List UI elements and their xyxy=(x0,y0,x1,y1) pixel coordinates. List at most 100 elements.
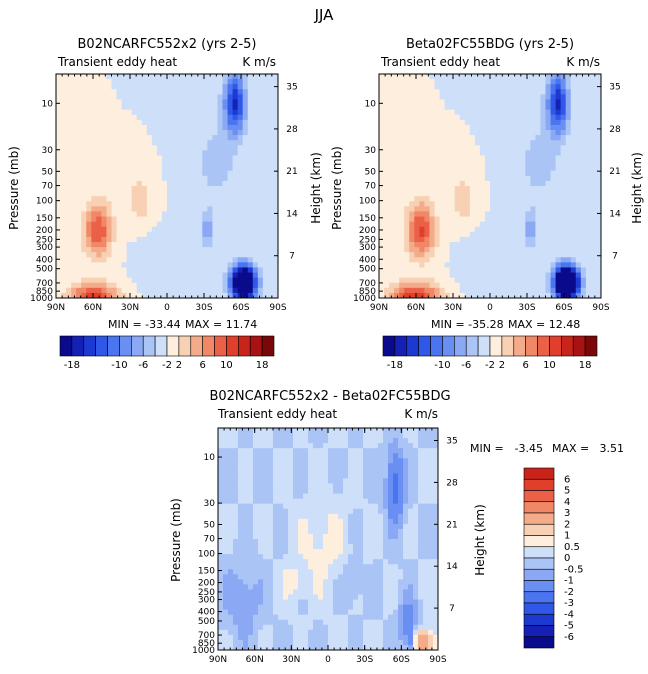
field-cell xyxy=(515,79,521,85)
field-cell xyxy=(590,89,597,95)
field-cell xyxy=(207,221,213,228)
field-cell xyxy=(585,104,592,111)
field-cell xyxy=(388,443,394,449)
field-cell xyxy=(197,287,203,294)
field-cell xyxy=(267,272,274,279)
field-cell xyxy=(267,282,274,289)
field-cell xyxy=(56,211,62,217)
field-cell xyxy=(495,287,501,294)
field-cell xyxy=(540,236,546,243)
field-cell xyxy=(91,247,97,253)
field-cell xyxy=(71,216,77,223)
field-cell xyxy=(232,135,239,141)
field-cell xyxy=(409,257,415,263)
field-cell xyxy=(222,236,228,243)
field-cell xyxy=(91,242,97,248)
field-cell xyxy=(177,252,183,258)
field-cell xyxy=(575,124,582,131)
field-cell xyxy=(439,180,445,187)
field-cell xyxy=(444,170,451,177)
field-cell xyxy=(500,216,506,223)
field-cell xyxy=(187,252,193,258)
field-cell xyxy=(520,206,526,212)
field-cell xyxy=(222,140,228,146)
field-cell xyxy=(449,201,456,207)
field-cell xyxy=(520,130,526,136)
field-cell xyxy=(575,155,582,161)
field-cell xyxy=(252,242,259,248)
field-cell xyxy=(136,257,143,263)
field-cell xyxy=(439,89,445,95)
field-cell xyxy=(61,282,67,289)
field-cell xyxy=(459,272,466,279)
field-cell xyxy=(146,99,153,105)
field-cell xyxy=(495,211,501,217)
field-cell xyxy=(429,140,435,146)
field-cell xyxy=(227,119,233,126)
x-tick-label: 30S xyxy=(195,303,212,313)
field-cell xyxy=(172,186,178,192)
field-cell xyxy=(71,196,77,202)
field-cell xyxy=(394,186,400,192)
field-cell xyxy=(545,272,551,279)
field-cell xyxy=(96,242,102,248)
field-cell xyxy=(101,124,107,131)
field-cell xyxy=(469,175,476,182)
field-cell xyxy=(182,211,188,217)
field-cell xyxy=(207,130,213,136)
field-cell xyxy=(257,216,264,223)
field-cell xyxy=(510,196,516,202)
field-cell xyxy=(424,247,430,253)
field-cell xyxy=(116,160,122,167)
field-cell xyxy=(423,468,429,474)
field-cell xyxy=(66,130,72,136)
field-cell xyxy=(278,483,284,489)
field-cell xyxy=(262,124,269,131)
field-cell xyxy=(404,165,410,172)
field-cell xyxy=(429,150,435,156)
field-cell xyxy=(202,267,208,273)
field-cell xyxy=(535,145,541,151)
field-cell xyxy=(484,89,491,95)
field-cell xyxy=(348,473,354,479)
field-cell xyxy=(580,272,587,279)
field-cell xyxy=(495,196,501,202)
field-cell xyxy=(76,135,82,141)
field-cell xyxy=(565,130,572,136)
field-cell xyxy=(267,160,274,167)
field-cell xyxy=(439,262,445,268)
field-cell xyxy=(283,493,289,500)
field-cell xyxy=(303,513,309,520)
field-cell xyxy=(212,247,218,253)
field-cell xyxy=(228,483,234,489)
field-cell xyxy=(444,282,451,289)
field-cell xyxy=(71,262,77,268)
field-cell xyxy=(96,124,102,131)
field-cell xyxy=(172,140,178,146)
field-cell xyxy=(227,99,233,105)
field-cell xyxy=(469,236,476,243)
field-cell xyxy=(126,114,133,121)
field-cell xyxy=(273,448,279,454)
field-cell xyxy=(237,89,244,95)
field-cell xyxy=(318,453,324,459)
field-cell xyxy=(384,231,390,238)
field-cell xyxy=(116,165,122,172)
colorbar-box xyxy=(95,335,108,357)
field-cell xyxy=(570,201,577,207)
field-cell xyxy=(222,94,228,100)
field-cell xyxy=(505,257,511,263)
field-cell xyxy=(490,262,496,268)
colorbar-box xyxy=(561,335,574,357)
field-cell xyxy=(131,186,138,192)
field-cell xyxy=(197,206,203,212)
field-cell xyxy=(408,478,414,484)
field-cell xyxy=(242,267,249,273)
field-cell xyxy=(409,211,415,217)
field-cell xyxy=(575,292,582,299)
field-cell xyxy=(61,84,67,90)
field-cell xyxy=(570,267,577,273)
field-cell xyxy=(141,242,148,248)
field-cell xyxy=(167,150,173,156)
field-cell xyxy=(126,231,133,238)
